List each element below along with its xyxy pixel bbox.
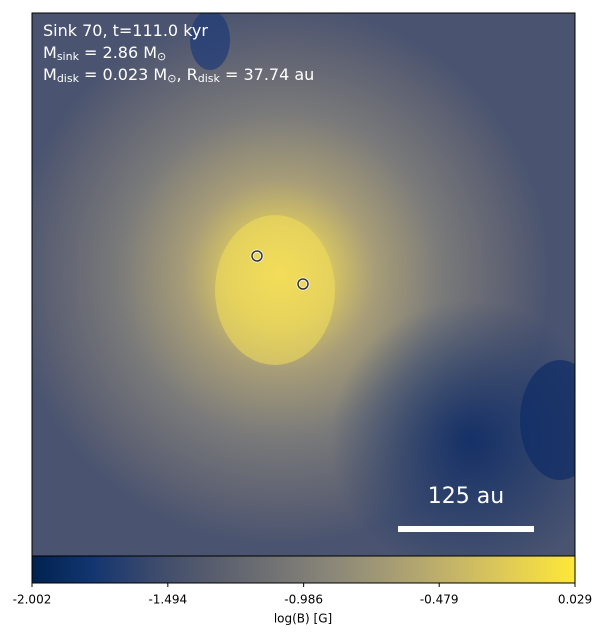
scale-bar-label: 125 au bbox=[428, 484, 504, 509]
annotation-text: = 0.023 M bbox=[79, 65, 167, 84]
subscript: ⊙ bbox=[157, 50, 166, 63]
annotation-line: Mdisk = 0.023 M⊙, Rdisk = 37.74 au bbox=[43, 65, 314, 86]
annotation-line: Sink 70, t=111.0 kyr bbox=[43, 21, 208, 40]
colorbar-tick-label: -1.494 bbox=[148, 593, 187, 607]
sink-marker-ring bbox=[297, 278, 309, 290]
annotation-text: M bbox=[43, 65, 57, 84]
subscript: disk bbox=[198, 72, 221, 85]
colorbar bbox=[31, 555, 576, 584]
subscript: disk bbox=[57, 72, 80, 85]
colorbar-tick-label: 0.029 bbox=[558, 593, 592, 607]
colorbar-label: log(B) [G] bbox=[274, 612, 332, 626]
sink-marker-ring bbox=[251, 250, 263, 262]
annotation-text: = 37.74 au bbox=[220, 65, 314, 84]
field-image bbox=[32, 13, 575, 556]
annotation-text: M bbox=[43, 43, 57, 62]
annotation-line: Msink = 2.86 M⊙ bbox=[43, 43, 166, 64]
annotation-text: = 2.86 M bbox=[79, 43, 157, 62]
subscript: sink bbox=[57, 50, 80, 63]
colorbar-axis: -2.002 -1.494 -0.986 -0.479 0.029 bbox=[13, 583, 592, 607]
colorbar-tick-label: -0.479 bbox=[420, 593, 459, 607]
annotation-text: , R bbox=[176, 65, 197, 84]
annotation-text: Sink 70, t=111.0 kyr bbox=[43, 21, 208, 40]
colorbar-tick-label: -2.002 bbox=[13, 593, 52, 607]
colorbar-tick-label: -0.986 bbox=[284, 593, 323, 607]
subscript: ⊙ bbox=[167, 72, 176, 85]
